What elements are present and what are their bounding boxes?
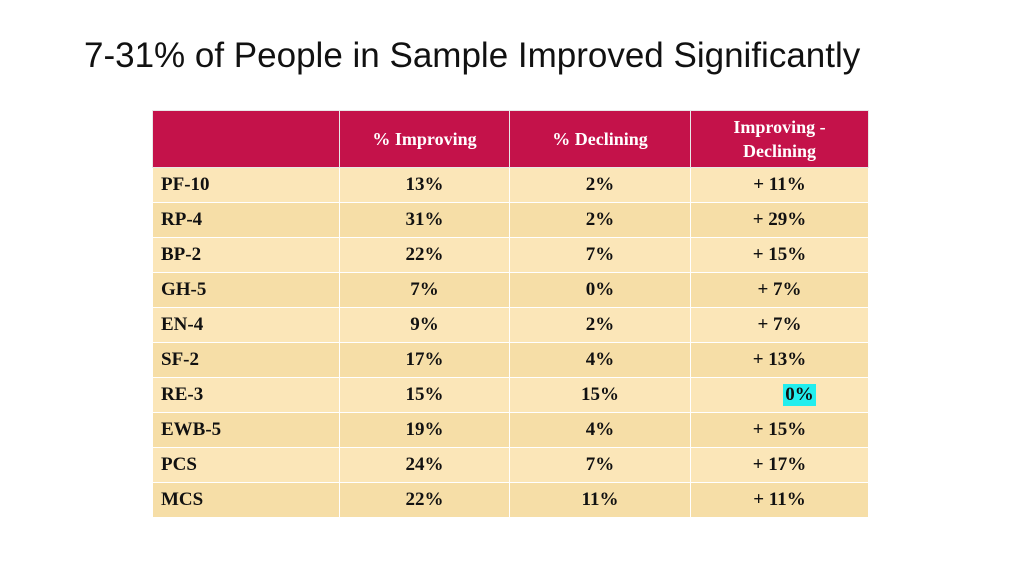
declining-cell: 4% <box>509 412 691 448</box>
row-label: SF-2 <box>152 342 340 378</box>
declining-cell: 7% <box>509 447 691 483</box>
declining-cell: 2% <box>509 202 691 238</box>
declining-cell: 2% <box>509 167 691 203</box>
table-row: EWB-5 19% 4% + 15% <box>152 412 869 448</box>
slide-title: 7-31% of People in Sample Improved Signi… <box>84 36 861 75</box>
header-row: % Improving % Declining Improving - Decl… <box>152 110 869 168</box>
difference-cell: + 17% <box>690 447 869 483</box>
declining-cell: 2% <box>509 307 691 343</box>
difference-value: + 29% <box>752 209 807 230</box>
difference-cell: + 13% <box>690 342 869 378</box>
difference-value: + 15% <box>752 244 807 265</box>
difference-cell: + 11% <box>690 482 869 518</box>
improving-cell: 13% <box>339 167 510 203</box>
table-row: MCS 22% 11% + 11% <box>152 482 869 518</box>
difference-cell: + 7% <box>690 272 869 308</box>
declining-cell: 11% <box>509 482 691 518</box>
improving-cell: 24% <box>339 447 510 483</box>
declining-cell: 4% <box>509 342 691 378</box>
improving-cell: 22% <box>339 237 510 273</box>
row-label: BP-2 <box>152 237 340 273</box>
improving-cell: 7% <box>339 272 510 308</box>
difference-value: + 13% <box>752 349 807 370</box>
difference-cell: + 15% <box>690 237 869 273</box>
difference-value: + 15% <box>752 419 807 440</box>
improving-cell: 17% <box>339 342 510 378</box>
row-label: RP-4 <box>152 202 340 238</box>
table-row: GH-5 7% 0% + 7% <box>152 272 869 308</box>
row-label: GH-5 <box>152 272 340 308</box>
improving-cell: 22% <box>339 482 510 518</box>
row-label: EN-4 <box>152 307 340 343</box>
table-row: BP-2 22% 7% + 15% <box>152 237 869 273</box>
difference-value: + 7% <box>757 279 802 300</box>
declining-cell: 0% <box>509 272 691 308</box>
difference-cell: + 11% <box>690 167 869 203</box>
header-declining: % Declining <box>509 110 691 168</box>
table-row: EN-4 9% 2% + 7% <box>152 307 869 343</box>
row-label: RE-3 <box>152 377 340 413</box>
difference-cell: + 29% <box>690 202 869 238</box>
header-blank <box>152 110 340 168</box>
table-row: RE-3 15% 15% 0% <box>152 377 869 413</box>
row-label: PCS <box>152 447 340 483</box>
table-header: % Improving % Declining Improving - Decl… <box>152 110 869 168</box>
highlighted-difference-value: 0% <box>783 384 816 406</box>
table-row: RP-4 31% 2% + 29% <box>152 202 869 238</box>
improving-cell: 15% <box>339 377 510 413</box>
improving-cell: 19% <box>339 412 510 448</box>
improving-cell: 9% <box>339 307 510 343</box>
row-label: PF-10 <box>152 167 340 203</box>
table-body: PF-10 13% 2% + 11% RP-4 31% 2% + 29% BP-2 22% 7% + … <box>152 167 869 518</box>
row-label: EWB-5 <box>152 412 340 448</box>
header-improving: % Improving <box>339 110 510 168</box>
difference-value: + 11% <box>753 174 806 195</box>
difference-cell: + 7% <box>690 307 869 343</box>
improving-cell: 31% <box>339 202 510 238</box>
table-row: SF-2 17% 4% + 13% <box>152 342 869 378</box>
difference-value: + 17% <box>752 454 807 475</box>
difference-cell: 0% <box>690 377 869 413</box>
header-difference: Improving - Declining <box>690 110 869 168</box>
row-label: MCS <box>152 482 340 518</box>
results-table-container: % Improving % Declining Improving - Decl… <box>152 110 869 518</box>
difference-value: + 11% <box>753 489 806 510</box>
results-table: % Improving % Declining Improving - Decl… <box>152 110 869 518</box>
difference-cell: + 15% <box>690 412 869 448</box>
declining-cell: 7% <box>509 237 691 273</box>
table-row: PF-10 13% 2% + 11% <box>152 167 869 203</box>
difference-value: + 7% <box>757 314 802 335</box>
table-row: PCS 24% 7% + 17% <box>152 447 869 483</box>
declining-cell: 15% <box>509 377 691 413</box>
